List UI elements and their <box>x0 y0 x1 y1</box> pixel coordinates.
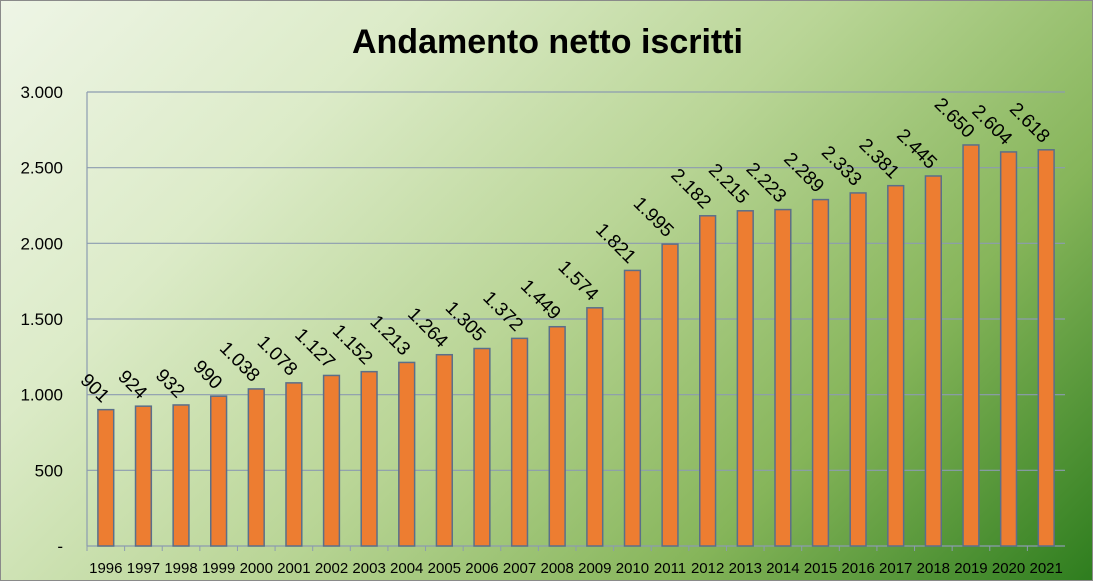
bar <box>97 408 115 547</box>
x-tick-label: 2020 <box>992 560 1025 577</box>
x-tick-label: 2008 <box>541 560 574 577</box>
y-tick-label: 1.000 <box>20 386 63 405</box>
bar <box>962 144 980 547</box>
x-tick-label: 2006 <box>465 560 498 577</box>
bar <box>1037 149 1055 547</box>
data-label: 1.574 <box>554 257 603 306</box>
x-tick-label: 2002 <box>315 560 348 577</box>
x-tick-label: 2009 <box>578 560 611 577</box>
bar <box>548 325 566 547</box>
x-tick-label: 2011 <box>654 560 686 577</box>
bar <box>999 151 1018 547</box>
chart-title: Andamento netto iscritti <box>351 23 744 61</box>
x-tick-label: 2017 <box>879 560 912 577</box>
bar <box>661 243 679 547</box>
y-axis-ticks: - 500 1.000 1.500 2.000 2.500 3.000 <box>20 83 63 556</box>
x-tick-label: 2018 <box>917 560 950 577</box>
x-tick-label: 2004 <box>390 560 423 577</box>
bar <box>172 404 190 547</box>
bar <box>210 395 228 547</box>
x-tick-label: 2015 <box>804 560 837 577</box>
bar <box>623 269 642 547</box>
data-label: 901 <box>76 370 113 407</box>
x-tick-label: 2003 <box>352 560 385 577</box>
x-tick-label: 2000 <box>240 560 273 577</box>
x-tick-label: 2016 <box>841 560 874 577</box>
y-tick-label: 2.500 <box>20 159 63 178</box>
bar <box>510 337 529 547</box>
data-label: 2.618 <box>1005 99 1053 147</box>
bar <box>398 361 416 547</box>
y-tick-label: 1.500 <box>20 310 63 329</box>
x-tick-label: 2005 <box>428 560 461 577</box>
x-tick-label: 2013 <box>729 560 762 577</box>
x-tick-label: 2012 <box>691 560 724 577</box>
data-label: 990 <box>189 356 226 393</box>
bar <box>736 210 754 547</box>
data-label: 1.995 <box>629 193 677 241</box>
bar <box>849 192 867 547</box>
x-tick-label: 1999 <box>202 560 235 577</box>
y-tick-label: 3.000 <box>20 83 63 102</box>
data-label: 924 <box>113 366 151 404</box>
bar <box>322 374 341 547</box>
x-tick-label: 2021 <box>1030 560 1063 577</box>
x-tick-label: 2019 <box>954 560 987 577</box>
bar <box>811 198 830 547</box>
x-tick-label: 2014 <box>766 560 799 577</box>
data-label: 932 <box>151 365 188 402</box>
bar <box>774 208 792 547</box>
x-tick-label: 2010 <box>616 560 649 577</box>
bars <box>97 144 1055 547</box>
bar <box>699 215 717 547</box>
y-tick-label: - <box>57 537 63 556</box>
bar <box>586 307 604 547</box>
bar <box>887 184 905 547</box>
x-tick-label: 1998 <box>164 560 197 577</box>
x-tick-label: 1996 <box>89 560 122 577</box>
bar <box>473 347 491 547</box>
bar <box>360 370 378 547</box>
x-tick-label: 2007 <box>503 560 536 577</box>
bar <box>435 353 453 547</box>
bar <box>247 388 265 547</box>
bar <box>285 382 303 547</box>
bar <box>924 175 942 547</box>
x-tick-label: 1997 <box>127 560 160 577</box>
x-tick-label: 2001 <box>277 560 310 577</box>
x-axis-ticks: 1996 1997 1998 1999 2000 2001 2002 2003 2004 2005… <box>86 546 1063 577</box>
y-tick-label: 2.000 <box>20 234 63 253</box>
bar <box>134 405 153 547</box>
y-tick-label: 500 <box>35 461 63 480</box>
